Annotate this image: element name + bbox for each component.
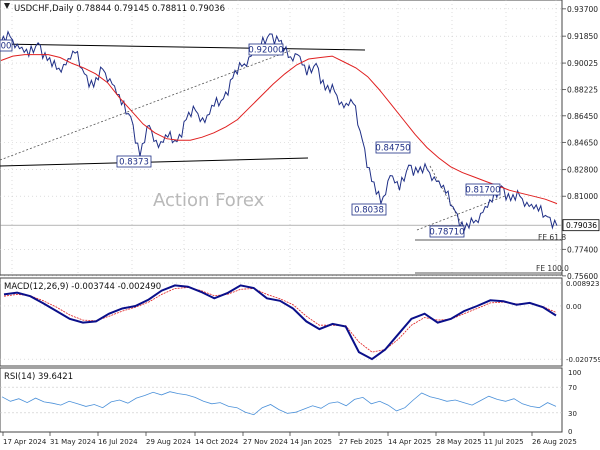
x-tick-label: 17 Apr 2024 — [3, 438, 47, 446]
price-tick-label: 0.91850 — [567, 32, 598, 41]
x-axis: 17 Apr 2024 31 May 2024 16 Jul 2024 29 Aug … — [2, 432, 577, 446]
x-tick-label: 28 May 2025 — [436, 438, 482, 446]
chart-header: USDCHF,Daily 0.78844 0.79145 0.78811 0.7… — [14, 4, 225, 14]
rsi-title: RSI(14) 39.6421 — [4, 372, 73, 382]
lower-channel-line — [0, 157, 309, 167]
anno-0837-box — [116, 155, 152, 168]
macd-title: MACD(12,26,9) -0.003744 -0.002490 — [4, 282, 161, 292]
macd-grid — [0, 282, 562, 360]
anno-0837-label: 0.8373 — [119, 158, 149, 168]
watermark: Action Forex — [153, 190, 265, 211]
fe100-label: FE 100.0 — [536, 264, 569, 273]
price-tick-label: 0.93700 — [567, 5, 598, 14]
rsi-panel: RSI(14) 39.6421 — [0, 367, 563, 433]
price-grid — [0, 0, 562, 277]
price-tick-label: 0.77400 — [567, 245, 598, 254]
macd-tick-label: 0.00 — [566, 303, 582, 311]
dotted-trendline — [0, 49, 293, 161]
right-axis: 0.93700 0.91850 0.90025 0.88225 0.86450 0.846… — [562, 5, 600, 436]
x-tick-label: 14 Oct 2024 — [195, 438, 239, 446]
anno-0847-box — [375, 141, 411, 154]
moving-average-line — [0, 54, 558, 205]
anno-092-label: 0.92000 — [248, 46, 283, 56]
anno-0787-box — [429, 225, 465, 238]
x-tick-label: 29 Aug 2024 — [146, 438, 191, 446]
macd-tick-label: -0.020759 — [566, 356, 600, 364]
rsi-tick-label: 30 — [568, 410, 577, 418]
anno-0803-label: 0.8038 — [354, 206, 384, 216]
rsi-lines — [1, 391, 557, 416]
current-price-label: 0.79036 — [566, 221, 597, 230]
price-tick-label: 0.90025 — [567, 59, 598, 68]
anno-0847-label: 0.84750 — [375, 144, 410, 154]
price-tick-label: 0.88225 — [567, 86, 598, 95]
rsi-tick-label: 100 — [568, 369, 581, 377]
dotted-projection-line — [429, 165, 466, 231]
price-tick-label: 0.75600 — [567, 272, 598, 281]
anno-0787-label: 0.78710 — [429, 228, 464, 238]
rsi-grid — [0, 386, 562, 414]
rsi-tick-label: 70 — [568, 384, 577, 392]
price-tick-label: 0.86450 — [567, 112, 598, 121]
x-tick-label: 14 Jan 2025 — [290, 438, 332, 446]
anno-left-box — [0, 39, 13, 52]
x-tick-label: 27 Nov 2024 — [243, 438, 288, 446]
x-tick-label: 27 Feb 2025 — [339, 438, 383, 446]
price-tick-label: 0.81000 — [567, 192, 598, 201]
price-tick-label: 0.84650 — [567, 138, 598, 147]
x-tick-label: 31 May 2024 — [50, 438, 96, 446]
anno-0817-box — [465, 183, 501, 196]
price-panel: Action Forex USDCHF,Daily 0.78844 0.7914… — [0, 0, 569, 277]
anno-0817-label: 0.81700 — [465, 186, 500, 196]
anno-0803-box — [351, 203, 387, 216]
current-price-tag — [562, 219, 600, 232]
x-tick-label: 26 Aug 2025 — [532, 438, 577, 446]
x-tick-label: 16 Jul 2024 — [98, 438, 138, 446]
price-annotations: 00 0.92000 0.8373 0.84750 0.8038 0.81700 0.787… — [0, 39, 569, 273]
upper-channel-line — [0, 43, 366, 51]
rsi-tick-label: 0 — [568, 428, 572, 436]
triangle-marker-icon — [4, 3, 10, 9]
x-tick-label: 11 Jul 2025 — [484, 438, 524, 446]
price-tick-label: 0.82800 — [567, 166, 598, 175]
macd-main-line — [3, 284, 557, 361]
macd-lines — [3, 284, 557, 361]
macd-tick-label: 0.008923 — [566, 280, 599, 288]
anno-left-label: 00 — [1, 42, 12, 52]
price-lines — [0, 30, 562, 274]
macd-panel: MACD(12,26,9) -0.003744 -0.002490 — [0, 277, 563, 367]
x-tick-label: 14 Apr 2025 — [388, 438, 431, 446]
anno-092-box — [248, 43, 284, 56]
fe618-label: FE 61.8 — [538, 233, 566, 242]
rsi-line — [1, 391, 557, 416]
